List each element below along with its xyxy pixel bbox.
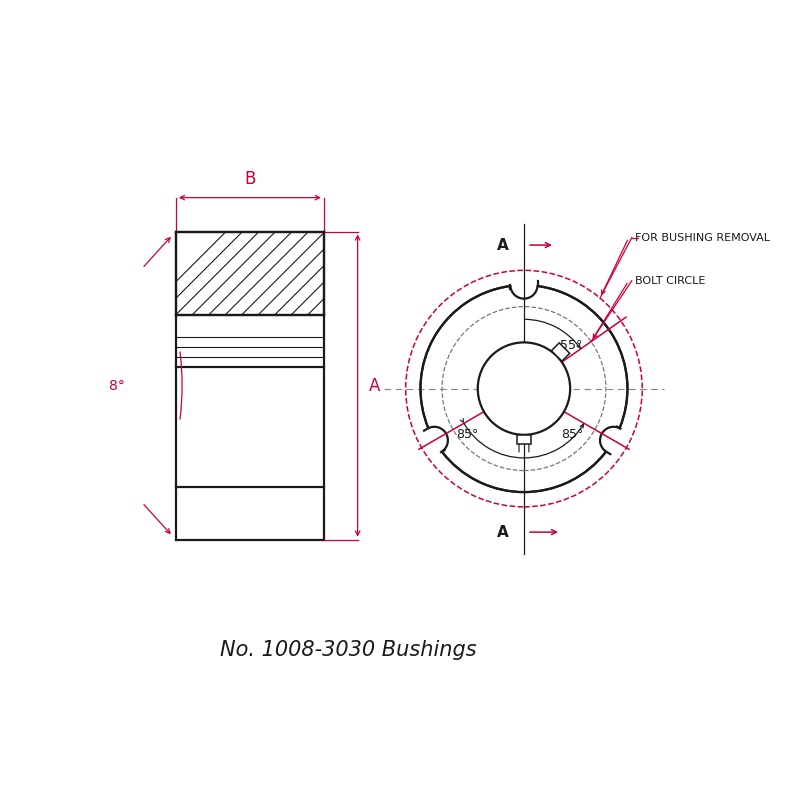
Circle shape	[510, 271, 538, 298]
Circle shape	[600, 426, 627, 454]
Text: FOR BUSHING REMOVAL: FOR BUSHING REMOVAL	[635, 233, 770, 242]
Text: A: A	[497, 525, 509, 540]
Text: A: A	[369, 377, 380, 394]
Text: 85°: 85°	[456, 428, 478, 442]
Text: 8°: 8°	[110, 378, 126, 393]
Circle shape	[421, 285, 627, 492]
Circle shape	[421, 426, 448, 454]
Circle shape	[478, 342, 570, 434]
Text: B: B	[244, 170, 255, 188]
Text: BOLT CIRCLE: BOLT CIRCLE	[635, 276, 706, 286]
Text: 55°: 55°	[560, 339, 582, 352]
Bar	[176, 231, 324, 314]
Text: 85°: 85°	[561, 428, 583, 442]
Text: A: A	[497, 238, 509, 253]
Text: No. 1008-3030 Bushings: No. 1008-3030 Bushings	[220, 640, 477, 661]
Polygon shape	[517, 435, 531, 444]
Polygon shape	[551, 343, 570, 361]
